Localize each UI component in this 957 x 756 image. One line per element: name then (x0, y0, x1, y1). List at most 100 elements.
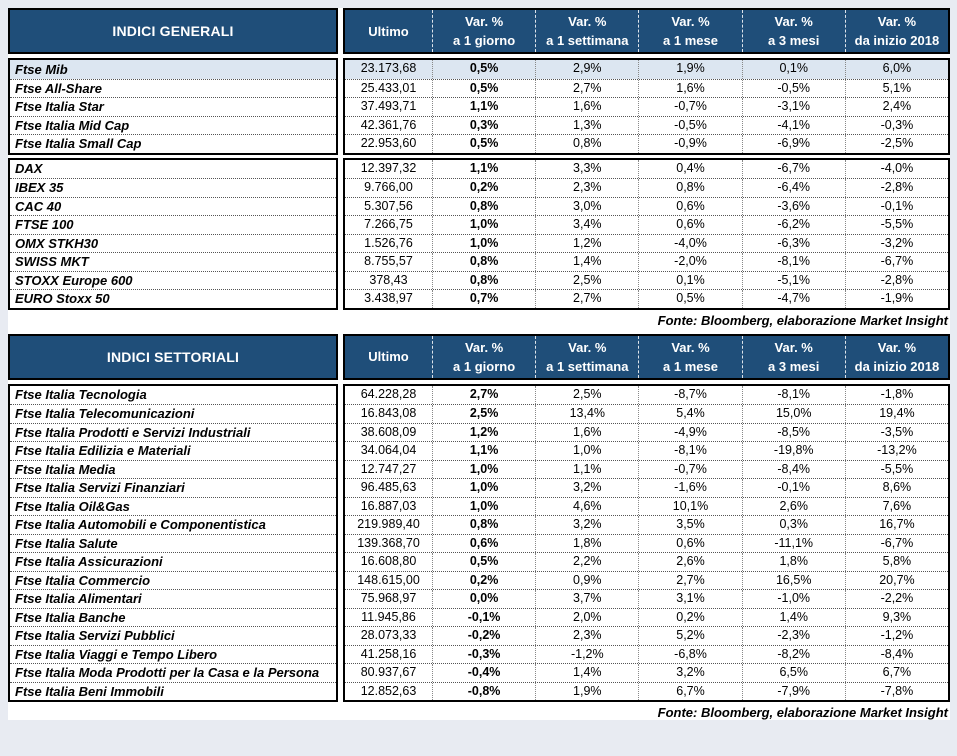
table-title-cell: INDICI GENERALI (8, 8, 338, 54)
index-name: Ftse Italia Tecnologia (15, 387, 147, 403)
index-value: 12.852,63 (360, 683, 417, 698)
index-value: -0,4% (432, 664, 535, 682)
column-header-line2: da inizio 2018 (854, 358, 940, 374)
index-value: 6,7% (638, 682, 741, 700)
index-value: -7,8% (844, 682, 948, 700)
index-name: Ftse Italia Servizi Pubblici (10, 626, 336, 645)
index-value: -0,3% (844, 116, 948, 134)
index-value: -0,2% (432, 627, 535, 645)
index-value: 9.766,00 (364, 180, 413, 194)
index-value: 2,7% (638, 571, 741, 589)
index-value: 0,2% (432, 571, 535, 589)
index-value: 3,7% (535, 590, 638, 608)
index-value: -2,2% (844, 590, 948, 608)
index-value: 1,1% (432, 98, 535, 116)
table-row: 75.968,97 0,0% 3,7% 3,1% -1,0% -2,2% (345, 589, 948, 608)
table-row: 148.615,00 0,2% 0,9% 2,7% 16,5% 20,7% (345, 570, 948, 589)
column-header-line1: Var. % (464, 339, 504, 355)
index-name: Ftse Italia Alimentari (10, 589, 336, 608)
index-value: 19,4% (844, 405, 948, 423)
index-value: -0,8% (432, 682, 535, 700)
index-value: 20,7% (844, 571, 948, 589)
index-group-values: 23.173,68 0,5% 2,9% 1,9% 0,1% 6,0% 25.433,01 0,… (343, 58, 950, 155)
index-value: -1,9% (844, 290, 948, 308)
table-row: 16.887,03 1,0% 4,6% 10,1% 2,6% 7,6% (345, 496, 948, 515)
index-value: 2,3% (535, 627, 638, 645)
index-name: Ftse Italia Prodotti e Servizi Industria… (10, 422, 336, 442)
index-group-labels: Ftse Mib Ftse All-Share Ftse Italia Star Ft… (8, 58, 338, 155)
column-header-var-a-3-mesi: Var. % a 3 mesi (741, 335, 845, 378)
column-header-ultimo: Ultimo (345, 336, 432, 378)
index-value: -7,9% (741, 682, 845, 700)
index-value: 6,0% (844, 60, 948, 79)
index-value: -6,7% (844, 534, 948, 552)
index-value: 0,0% (432, 590, 535, 608)
column-header-line1: Var. % (568, 14, 607, 29)
index-value: 2,0% (535, 608, 638, 626)
column-header-line1: Var. % (568, 339, 607, 355)
index-value: 0,2% (638, 608, 741, 626)
indici-settoriali-table: INDICI SETTORIALI Ultimo Var. % a 1 giorno V… (8, 333, 950, 702)
table-row: 12.747,27 1,0% 1,1% -0,7% -8,4% -5,5% (345, 459, 948, 478)
column-header-var-da-inizio-2018: Var. % da inizio 2018 (844, 10, 948, 52)
index-value: 1,6% (535, 98, 638, 116)
column-header-var-a-1-mese: Var. % a 1 mese (638, 10, 741, 52)
index-value: -0,7% (638, 460, 741, 478)
index-value: 23.173,68 (360, 61, 417, 75)
index-value: 5.307,56 (364, 198, 413, 213)
index-group-labels: DAX IBEX 35 CAC 40 FTSE 100 OMX STKH30 SWISS … (8, 157, 338, 310)
index-value: 0,1% (741, 60, 845, 79)
index-value: -8,1% (741, 385, 845, 404)
column-header-line1: Var. % (671, 339, 710, 355)
index-value: -8,7% (638, 385, 741, 404)
table-title-cell: INDICI SETTORIALI (8, 333, 338, 380)
index-value: 1,4% (535, 664, 638, 682)
table-row: 3.438,97 0,7% 2,7% 0,5% -4,7% -1,9% (345, 289, 948, 308)
index-value: 1,1% (432, 442, 535, 460)
index-value: 0,8% (432, 197, 535, 215)
index-name: Ftse All-Share (10, 78, 336, 98)
index-name: SWISS MKT (10, 252, 336, 271)
index-value: -6,4% (741, 179, 845, 197)
index-value: 3.438,97 (364, 291, 413, 305)
table-title: INDICI SETTORIALI (106, 348, 240, 365)
index-value: 3,1% (638, 590, 741, 608)
index-name: Ftse Italia Salute (10, 533, 336, 553)
index-value: 0,6% (638, 197, 741, 215)
column-header-line2: a 3 mesi (768, 33, 820, 48)
index-value: 2,6% (638, 553, 741, 571)
index-group-labels: Ftse Italia Tecnologia Ftse Italia Teleco… (8, 383, 338, 702)
index-value: 0,5% (432, 553, 535, 571)
index-value: 219.989,40 (357, 517, 420, 531)
table-row: 219.989,40 0,8% 3,2% 3,5% 0,3% 16,7% (345, 515, 948, 534)
index-value: 0,6% (432, 534, 535, 552)
index-name: STOXX Europe 600 (10, 270, 336, 290)
column-header-var-a-1-settimana: Var. % a 1 settimana (535, 335, 638, 378)
index-value: -0,9% (638, 135, 741, 153)
index-value: -0,3% (432, 645, 535, 663)
index-value: 96.485,63 (360, 480, 417, 494)
index-value: 0,6% (638, 534, 741, 552)
index-value: 0,5% (432, 79, 535, 97)
index-value: 1.526,76 (364, 235, 413, 250)
index-name: IBEX 35 (10, 178, 336, 197)
index-value: 0,5% (432, 60, 535, 79)
index-value: -2,5% (844, 135, 948, 153)
index-name: OMX STKH30 (10, 233, 336, 253)
index-value: -6,8% (638, 645, 741, 663)
index-value: -4,9% (638, 423, 741, 441)
table-row: 139.368,70 0,6% 1,8% 0,6% -11,1% -6,7% (345, 533, 948, 552)
index-value: -6,3% (741, 234, 845, 252)
column-header-var-a-1-settimana: Var. % a 1 settimana (535, 10, 638, 52)
table-row: 7.266,75 1,0% 3,4% 0,6% -6,2% -5,5% (345, 215, 948, 234)
index-value: -6,2% (741, 216, 845, 234)
column-header-line2: a 1 giorno (453, 358, 516, 374)
table-row: 12.852,63 -0,8% 1,9% 6,7% -7,9% -7,8% (345, 681, 948, 700)
index-value: 3,4% (535, 216, 638, 234)
index-value: -4,1% (741, 116, 845, 134)
index-value: 3,2% (535, 516, 638, 534)
index-value: 2,5% (535, 385, 638, 404)
index-name: DAX (15, 161, 43, 177)
index-value: -8,4% (741, 460, 845, 478)
